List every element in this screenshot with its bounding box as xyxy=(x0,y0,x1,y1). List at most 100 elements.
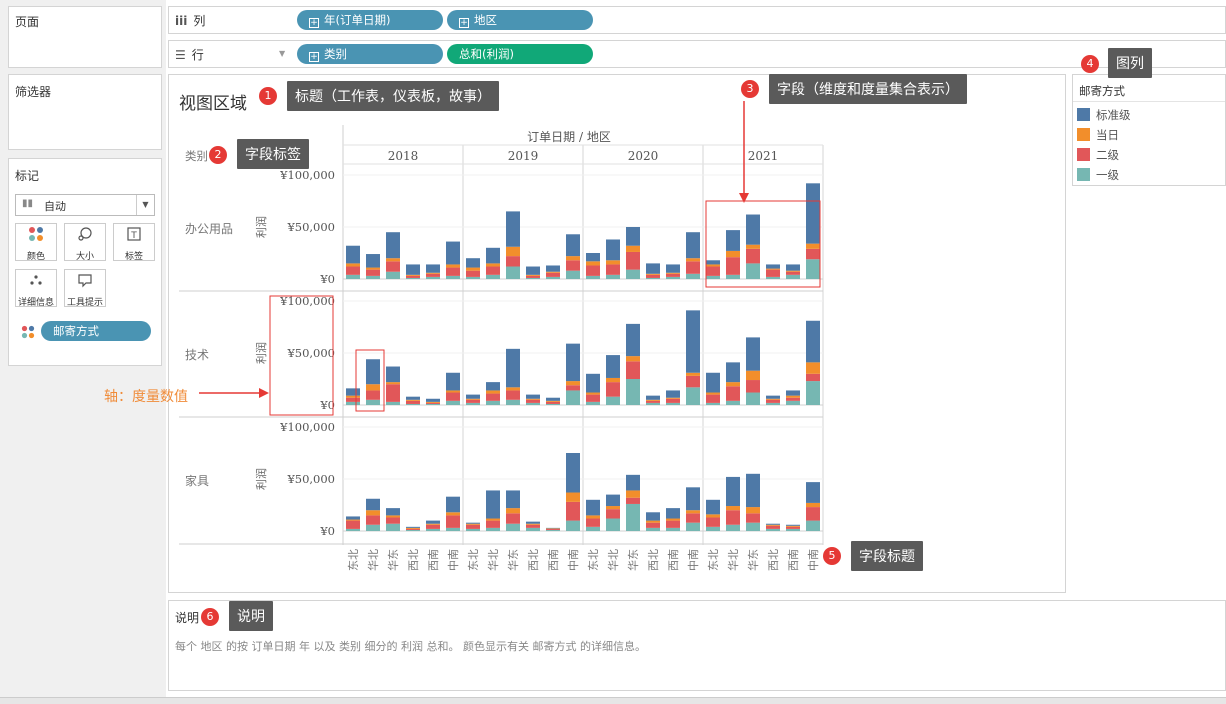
bar-segment xyxy=(706,517,720,527)
rows-shelf[interactable]: ☰ 行 ▼ + 类别 总和(利润) xyxy=(168,40,1226,68)
color-field-pill[interactable]: 邮寄方式 xyxy=(41,321,151,341)
pages-card[interactable]: 页面 xyxy=(8,6,162,68)
expand-icon[interactable]: + xyxy=(309,18,319,28)
bar-segment xyxy=(526,521,540,524)
axis-title: 利润 xyxy=(254,342,268,364)
bar-segment xyxy=(346,245,360,264)
legend-item-standard[interactable]: 标准级 xyxy=(1077,107,1131,123)
callout-field: 字段（维度和度量集合表示） xyxy=(769,74,967,104)
axis-tick-label: ¥0 xyxy=(319,524,335,538)
bar-segment xyxy=(566,381,580,386)
bar-segment xyxy=(446,400,460,405)
bar-segment xyxy=(586,275,600,279)
bar-segment xyxy=(766,268,780,270)
chevron-down-icon[interactable]: ▼ xyxy=(136,195,154,215)
bar-segment xyxy=(486,518,500,521)
callout-legend: 图列 xyxy=(1108,48,1152,78)
bar-segment xyxy=(786,264,800,271)
bar-segment xyxy=(766,269,780,277)
view-title: 视图区域 xyxy=(179,94,247,114)
region-tick-label: 华东 xyxy=(626,549,640,571)
bar-segment xyxy=(786,390,800,396)
chevron-down-icon[interactable]: ▼ xyxy=(279,49,286,58)
bar-segment xyxy=(566,343,580,382)
bar-segment xyxy=(586,401,600,405)
bar-segment xyxy=(446,372,460,391)
tooltip-button[interactable]: 工具提示 xyxy=(64,269,106,308)
bar-segment xyxy=(406,275,420,278)
bar-segment xyxy=(586,394,600,402)
year-header: 2021 xyxy=(748,149,779,163)
callout-number-3: 3 xyxy=(741,80,759,98)
bar-segment xyxy=(426,401,440,403)
bar-segment xyxy=(606,260,620,265)
bar-segment xyxy=(386,258,400,262)
region-tick-label: 华北 xyxy=(606,549,620,571)
bar-segment xyxy=(486,382,500,391)
legend-item-first[interactable]: 一级 xyxy=(1077,167,1119,183)
bar-segment xyxy=(806,248,820,260)
bar-segment xyxy=(766,524,780,526)
caption-title: 说明 xyxy=(175,611,200,625)
label-button[interactable]: T 标签 xyxy=(113,223,155,262)
region-tick-label: 西北 xyxy=(767,549,780,571)
bar-segment xyxy=(466,402,480,405)
bar-segment xyxy=(466,258,480,268)
bar-segment xyxy=(566,270,580,279)
bar-segment xyxy=(346,274,360,279)
bar-segment xyxy=(606,382,620,397)
bar-segment xyxy=(406,526,420,528)
size-button[interactable]: 大小 xyxy=(64,223,106,262)
sheet-tabs-bar[interactable] xyxy=(0,697,1226,704)
callout-field-title: 字段标题 xyxy=(851,541,923,571)
expand-icon[interactable]: + xyxy=(459,18,469,28)
year-header: 2018 xyxy=(388,149,419,163)
bar-segment xyxy=(646,402,660,405)
bar-segment xyxy=(546,528,560,529)
region-tick-label: 西南 xyxy=(427,549,440,571)
bar-segment xyxy=(666,402,680,405)
bar-segment xyxy=(346,516,360,520)
region-tick-label: 中南 xyxy=(567,549,580,571)
svg-text:T: T xyxy=(130,231,137,241)
year-header: 2019 xyxy=(508,149,539,163)
region-tick-label: 西南 xyxy=(667,549,680,571)
legend-item-second[interactable]: 二级 xyxy=(1077,147,1119,163)
row-pill-profit[interactable]: 总和(利润) xyxy=(447,44,593,64)
bar-segment xyxy=(466,528,480,531)
region-tick-label: 西北 xyxy=(647,549,660,571)
bar-segment xyxy=(346,388,360,396)
columns-shelf[interactable]: iii 列 + 年(订单日期) + 地区 xyxy=(168,6,1226,34)
mark-type-dropdown[interactable]: ▮▮ 自动 ▼ xyxy=(15,194,155,216)
bar-segment xyxy=(546,265,560,272)
bar-segment xyxy=(626,245,640,252)
region-tick-label: 西南 xyxy=(547,549,560,571)
bar-segment xyxy=(466,522,480,524)
callout-number-6: 6 xyxy=(201,608,219,626)
row-pill-category[interactable]: + 类别 xyxy=(297,44,443,64)
bar-segment xyxy=(446,267,460,276)
legend-item-sameday[interactable]: 当日 xyxy=(1077,127,1119,143)
bar-segment xyxy=(426,403,440,405)
column-pill-year[interactable]: + 年(订单日期) xyxy=(297,10,443,30)
bar-segment xyxy=(446,496,460,513)
axis-tick-label: ¥100,000 xyxy=(279,168,335,182)
color-button[interactable]: 颜色 xyxy=(15,223,57,262)
bar-segment xyxy=(746,337,760,371)
region-tick-label: 华东 xyxy=(746,549,760,571)
bar-segment xyxy=(486,393,500,401)
column-pill-region[interactable]: + 地区 xyxy=(447,10,593,30)
bar-segment xyxy=(626,503,640,531)
bar-segment xyxy=(606,377,620,383)
bar-segment xyxy=(346,263,360,267)
bar-segment xyxy=(706,526,720,531)
expand-icon[interactable]: + xyxy=(309,52,319,62)
callout-number-5: 5 xyxy=(823,547,841,565)
detail-button[interactable]: 详细信息 xyxy=(15,269,57,308)
bar-segment xyxy=(426,520,440,524)
filters-card[interactable]: 筛选器 xyxy=(8,74,162,150)
column-header-title: 订单日期 / 地区 xyxy=(527,130,611,144)
bar-segment xyxy=(806,243,820,249)
bar-segment xyxy=(486,520,500,528)
bar-segment xyxy=(546,401,560,404)
